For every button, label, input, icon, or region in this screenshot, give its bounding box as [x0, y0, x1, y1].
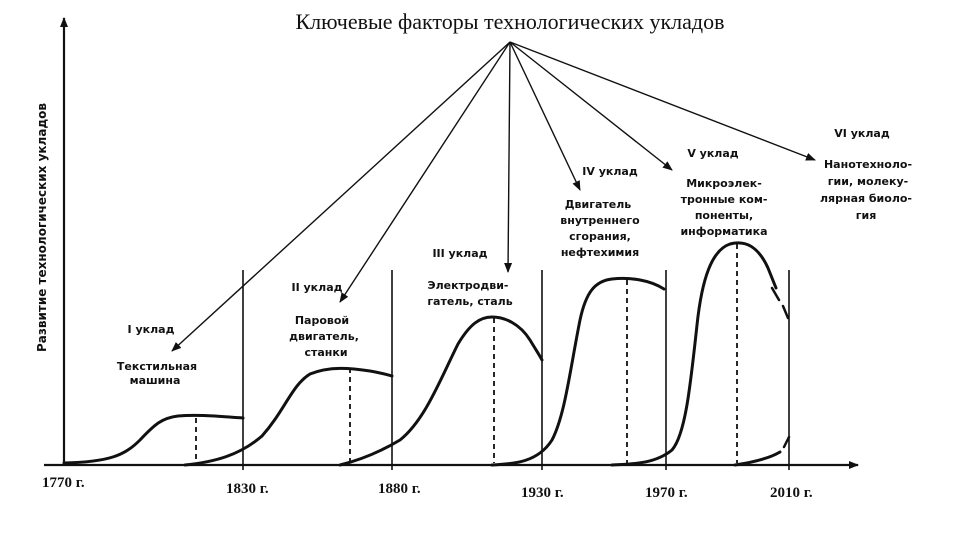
wave-3-curve [338, 315, 544, 467]
wave-factor-line: станки [304, 346, 347, 359]
wave-factor-line: поненты, [695, 209, 753, 222]
wave-label-6: VI уклад Нанотехноло- гии, молеку- лярна… [820, 127, 912, 222]
wave-name: VI уклад [834, 127, 890, 140]
x-tick-label: 1880 г. [378, 481, 421, 497]
wave-factor-line: Двигатель [565, 198, 632, 211]
wave-factor-line: Текстильная [117, 360, 197, 373]
wave-factor-line: тронные ком- [681, 193, 768, 206]
diagram-title: Ключевые факторы технологических укладов [296, 9, 725, 34]
wave-factor-line: Нанотехноло- [824, 158, 912, 171]
wave-name: III уклад [432, 247, 487, 260]
wave-factor-line: двигатель, [289, 330, 359, 343]
x-tick-label: 1830 г. [226, 481, 269, 497]
wave-factor-line: Паровой [295, 314, 349, 327]
x-tick-label: 1970 г. [645, 485, 688, 501]
wave-factor-line: нефтехимия [561, 246, 639, 259]
arrow-to-wave-6 [509, 41, 816, 161]
x-tick-label: 2010 г. [770, 485, 813, 501]
wave-6-curve [733, 450, 782, 467]
wave-factor-line: гии, молеку- [828, 175, 908, 188]
wave-6-tail-dashed [782, 435, 791, 449]
wave-label-5: V уклад Микроэлек- тронные ком- поненты,… [680, 147, 767, 238]
wave-1-curve [62, 413, 245, 465]
period-separators [242, 270, 790, 470]
wave-factor-line: гия [856, 209, 877, 222]
wave-2-curve [183, 366, 394, 467]
x-tick-labels: 1770 г. 1830 г. 1880 г. 1930 г. 1970 г. … [42, 475, 813, 501]
x-tick-label: 1770 г. [42, 475, 85, 491]
arrow-to-wave-4 [509, 41, 581, 191]
wave-name: IV уклад [582, 165, 638, 178]
arrow-to-wave-2 [339, 41, 511, 303]
wave-label-4: IV уклад Двигатель внутреннего сгорания,… [560, 165, 640, 259]
wave-name: II уклад [291, 281, 342, 294]
wave-name: I уклад [128, 323, 175, 336]
wave-4-curve [490, 276, 666, 467]
arrow-to-wave-5 [509, 41, 673, 171]
wave-label-1: I уклад Текстильная машина [117, 323, 197, 387]
factor-arrows [171, 41, 816, 352]
wave-factor-line: сгорания, [569, 230, 631, 243]
wave-5-curve [610, 241, 778, 467]
arrow-to-wave-3 [504, 41, 513, 273]
wave-name: V уклад [687, 147, 738, 160]
wave-factor-line: информатика [680, 225, 767, 238]
wave-label-2: II уклад Паровой двигатель, станки [289, 281, 359, 359]
wave-curves [62, 241, 791, 467]
peak-markers [195, 244, 738, 463]
wave-factor-line: гатель, сталь [427, 295, 512, 308]
wave-factor-line: Микроэлек- [686, 177, 762, 190]
y-axis-label: Развитие технологических укладов [35, 103, 49, 352]
wave-label-3: III уклад Электродви- гатель, сталь [427, 247, 512, 308]
wave-factor-line: лярная биоло- [820, 192, 912, 205]
wave-5-tail-dashed [770, 286, 790, 320]
wave-factor-line: машина [130, 374, 181, 387]
arrow-to-wave-1 [171, 41, 511, 352]
wave-factor-line: Электродви- [428, 279, 509, 292]
x-tick-label: 1930 г. [521, 485, 564, 501]
wave-factor-line: внутреннего [560, 214, 640, 227]
